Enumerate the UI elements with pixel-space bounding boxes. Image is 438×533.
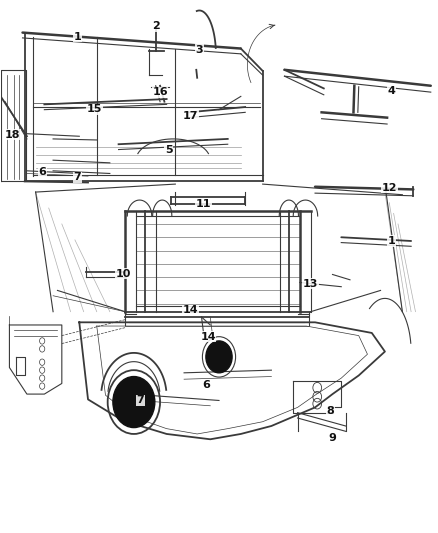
Text: 5: 5 xyxy=(165,144,173,155)
Text: 9: 9 xyxy=(328,433,336,443)
Text: 7: 7 xyxy=(73,172,81,182)
Text: 10: 10 xyxy=(115,269,131,279)
Text: 16: 16 xyxy=(152,87,168,97)
Circle shape xyxy=(206,341,232,373)
Text: 2: 2 xyxy=(152,21,159,31)
Text: 1: 1 xyxy=(73,32,81,42)
Text: 13: 13 xyxy=(303,279,318,288)
Text: 6: 6 xyxy=(38,167,46,177)
Text: 4: 4 xyxy=(388,86,396,96)
Text: 1: 1 xyxy=(388,236,396,246)
Text: 7: 7 xyxy=(137,395,144,406)
Text: 8: 8 xyxy=(326,406,334,416)
Circle shape xyxy=(113,376,155,427)
Text: 12: 12 xyxy=(381,183,397,193)
Text: 3: 3 xyxy=(195,45,203,54)
Text: 11: 11 xyxy=(196,199,212,209)
Text: 6: 6 xyxy=(202,379,210,390)
Text: 14: 14 xyxy=(200,332,216,342)
Text: 18: 18 xyxy=(5,130,21,140)
Text: 15: 15 xyxy=(87,104,102,114)
Text: 14: 14 xyxy=(183,305,198,315)
Text: 17: 17 xyxy=(183,110,198,120)
